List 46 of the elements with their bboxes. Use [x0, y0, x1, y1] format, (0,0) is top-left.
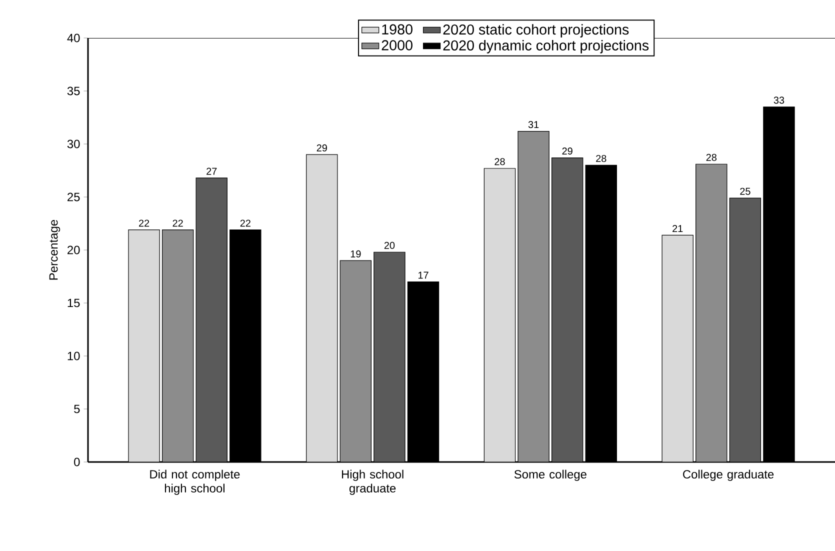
- data-label: 22: [138, 220, 150, 227]
- y-tick-label: 25: [68, 192, 80, 202]
- data-label: 20: [384, 242, 395, 249]
- data-label: 29: [562, 148, 572, 155]
- y-tick-label: 30: [67, 140, 80, 148]
- y-tick-label: 15: [68, 298, 80, 308]
- bar: [340, 260, 372, 462]
- bar: [696, 164, 728, 462]
- legend-label: 2020 static cohort projections: [443, 24, 629, 38]
- data-label: 28: [494, 158, 505, 166]
- data-label: 21: [672, 225, 683, 232]
- bar: [729, 198, 762, 462]
- legend-label: 2000: [382, 40, 412, 50]
- y-tick-label: 35: [67, 86, 80, 96]
- data-label: 31: [528, 121, 539, 128]
- data-label: 28: [706, 154, 717, 161]
- bar: [306, 154, 338, 462]
- bar: [162, 230, 194, 462]
- y-tick-label: 5: [74, 404, 80, 414]
- y-tick-label: 10: [68, 352, 80, 360]
- x-tick-label: High school graduate: [342, 470, 404, 495]
- data-label: 17: [418, 272, 428, 279]
- y-tick-label: 20: [68, 246, 80, 254]
- y-axis-title: Percentage: [49, 220, 60, 280]
- legend-label: 2020 dynamic cohort projections: [443, 40, 649, 54]
- data-label: 22: [240, 220, 250, 227]
- legend-label: 1980: [382, 24, 412, 34]
- bar: [128, 230, 160, 462]
- data-label: 33: [774, 96, 784, 104]
- data-label: 25: [740, 188, 750, 195]
- bar: [374, 252, 406, 462]
- y-tick-label: 40: [67, 34, 80, 42]
- data-label: 19: [350, 250, 361, 258]
- x-tick-label: College graduate: [683, 470, 774, 481]
- bar: [551, 157, 584, 462]
- data-label: 22: [172, 220, 183, 227]
- bar: [518, 130, 550, 462]
- data-label: 28: [596, 154, 606, 162]
- bar: [662, 234, 694, 462]
- y-tick-label: 0: [74, 458, 80, 466]
- bar: [484, 168, 516, 462]
- data-label: 29: [316, 144, 327, 152]
- x-tick-label: Some college: [514, 470, 586, 481]
- x-tick-label: Did not complete high school: [150, 470, 240, 495]
- data-label: 27: [206, 168, 217, 175]
- bar: [196, 178, 228, 462]
